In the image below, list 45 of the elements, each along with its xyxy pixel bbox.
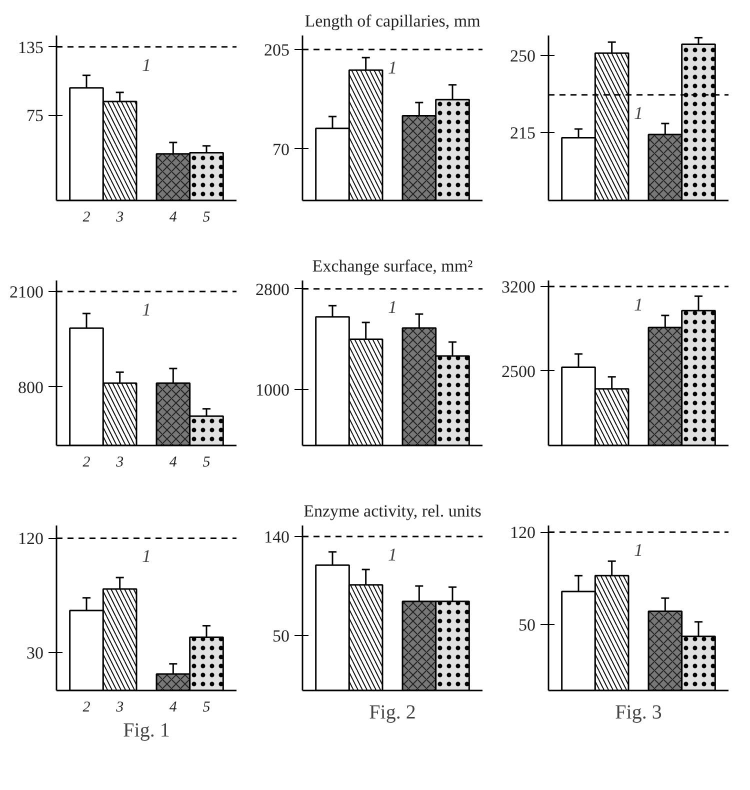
x-tick-label: 2 [82, 700, 91, 716]
annotation: 1 [634, 102, 643, 123]
x-tick-label: 3 [115, 454, 124, 470]
y-tick-label: 30 [26, 643, 44, 662]
y-tick-label: 215 [510, 123, 536, 142]
y-tick-label: 2800 [256, 280, 290, 299]
x-tick-label: 4 [169, 210, 178, 226]
annotation: 1 [388, 57, 397, 78]
y-tick-label: 140 [264, 528, 290, 546]
x-tick-label: 4 [169, 700, 178, 716]
y-tick-label: 2100 [10, 282, 44, 302]
y-tick-label: 3200 [502, 278, 536, 297]
x-tick-label: 3 [115, 210, 124, 226]
chart-title: Enzyme activity, rel. units [304, 502, 482, 520]
y-tick-label: 75 [26, 106, 44, 126]
annotation: 1 [142, 546, 151, 566]
y-tick-label: 120 [18, 529, 44, 548]
y-tick-label: 250 [510, 46, 536, 66]
x-tick-label: 4 [169, 454, 178, 470]
x-tick-label: 2 [82, 210, 91, 226]
y-tick-label: 1000 [256, 380, 290, 400]
y-tick-label: 2500 [502, 362, 536, 381]
x-tick-label: 3 [115, 700, 124, 716]
annotation: 1 [388, 544, 397, 564]
x-tick-label: 5 [202, 454, 211, 470]
y-tick-label: 205 [264, 40, 290, 60]
y-tick-label: 50 [518, 616, 536, 634]
y-tick-label: 70 [272, 140, 290, 159]
x-tick-label: 2 [82, 454, 91, 470]
y-tick-label: 135 [18, 38, 44, 57]
annotation: 1 [388, 296, 397, 317]
annotation: 1 [634, 540, 643, 560]
x-axis-title: Fig. 3 [615, 702, 662, 724]
annotation: 1 [142, 300, 151, 320]
chart-title: Length of capillaries, mm [304, 12, 480, 30]
x-tick-label: 5 [202, 700, 211, 716]
x-axis-title: Fig. 2 [369, 702, 416, 724]
annotation: 1 [634, 294, 643, 315]
x-tick-label: 5 [202, 210, 211, 226]
y-tick-label: 50 [272, 626, 290, 646]
y-tick-label: 120 [510, 523, 536, 542]
chart-title: Exchange surface, mm² [312, 256, 473, 276]
annotation: 1 [142, 54, 151, 75]
x-axis-title: Fig. 1 [123, 720, 170, 742]
y-tick-label: 800 [18, 378, 44, 397]
